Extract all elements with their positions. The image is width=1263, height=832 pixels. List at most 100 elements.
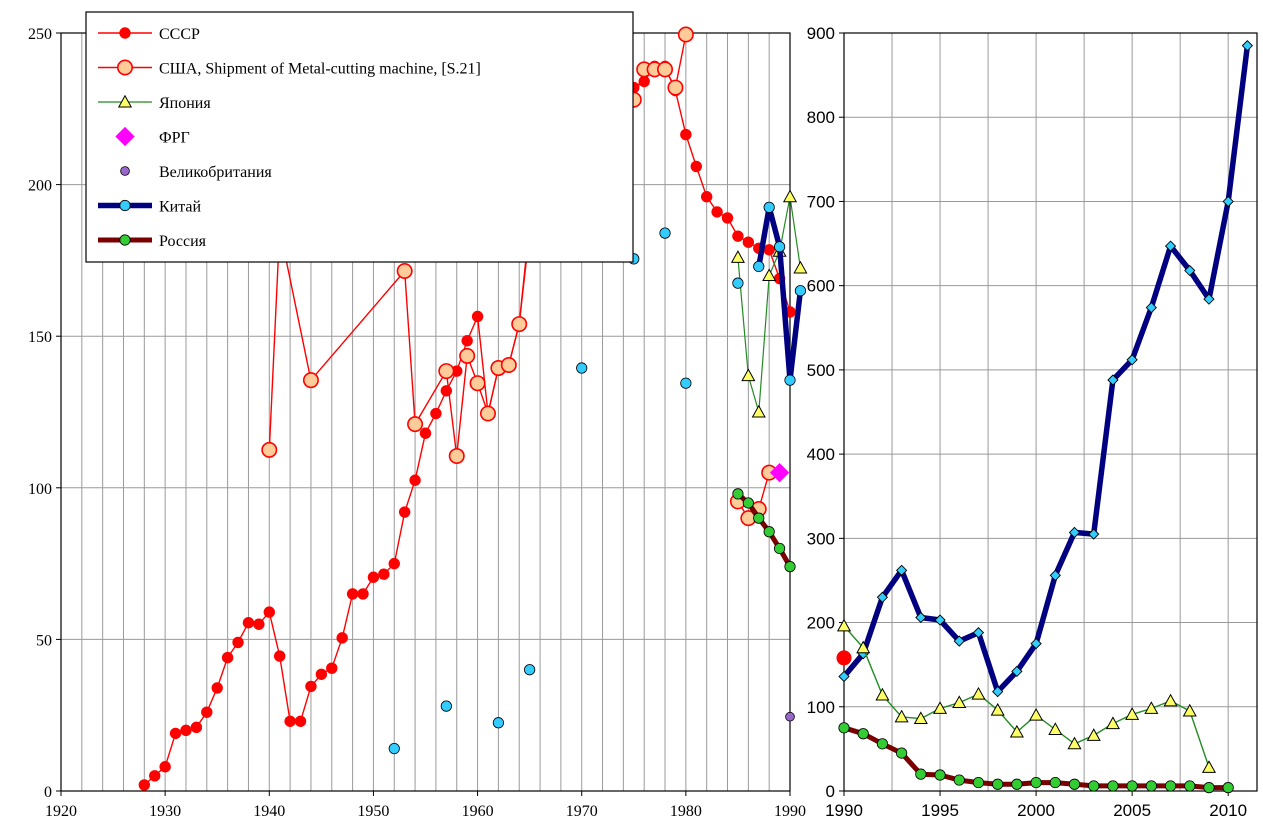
data-point bbox=[953, 774, 965, 786]
data-point bbox=[1030, 637, 1042, 650]
data-point bbox=[700, 191, 713, 203]
data-point bbox=[471, 310, 484, 323]
data-point bbox=[1145, 301, 1157, 314]
data-point bbox=[762, 268, 777, 282]
data-point bbox=[576, 362, 588, 374]
ticks: 0 50 100 150 200 250 1920 1930 1940 1950 1960 1970 1… bbox=[28, 26, 806, 820]
legend-item: Китай bbox=[98, 199, 202, 216]
data-point bbox=[990, 702, 1005, 716]
data-point bbox=[763, 201, 775, 213]
data-point bbox=[315, 668, 328, 680]
series-left-4 bbox=[785, 711, 795, 722]
legend-item: Великобритания bbox=[120, 164, 272, 181]
tick-label-y: 200 bbox=[807, 614, 835, 633]
data-point bbox=[1049, 569, 1061, 582]
data-point bbox=[913, 711, 928, 725]
data-point bbox=[1222, 782, 1234, 794]
data-point bbox=[221, 651, 234, 664]
tick-label-y: 100 bbox=[28, 481, 52, 498]
data-point bbox=[876, 738, 889, 750]
legend-label: Китай bbox=[159, 199, 202, 216]
data-point bbox=[769, 463, 790, 483]
data-point bbox=[659, 227, 671, 239]
data-point bbox=[232, 636, 244, 649]
data-point bbox=[741, 368, 756, 382]
data-point bbox=[794, 285, 807, 297]
legend-label: Япония bbox=[159, 95, 211, 112]
data-point bbox=[784, 374, 796, 386]
data-point bbox=[326, 662, 338, 674]
data-point bbox=[1107, 374, 1119, 386]
data-point bbox=[1086, 728, 1101, 741]
data-point bbox=[773, 542, 786, 555]
legend-marker bbox=[117, 59, 134, 76]
tick-label-y: 400 bbox=[807, 445, 835, 464]
series-left-6 bbox=[732, 488, 796, 573]
data-point bbox=[876, 591, 889, 603]
data-point bbox=[294, 715, 307, 727]
legend-marker bbox=[119, 27, 131, 39]
series-right-0 bbox=[838, 39, 1254, 698]
data-point bbox=[438, 363, 455, 380]
legend: СССР США, Shipment of Metal-cutting machi… bbox=[85, 11, 634, 263]
tick-label-y: 300 bbox=[807, 529, 835, 548]
legend-item: СССР bbox=[98, 26, 200, 43]
data-point bbox=[782, 189, 798, 203]
data-point bbox=[1107, 780, 1119, 792]
data-point bbox=[1030, 776, 1042, 789]
legend-label: Великобритания bbox=[159, 164, 272, 181]
legend-marker bbox=[117, 94, 133, 108]
data-point bbox=[448, 447, 465, 464]
data-point bbox=[732, 277, 744, 289]
data-point bbox=[407, 416, 424, 433]
data-point bbox=[398, 506, 411, 518]
tick-label-y: 250 bbox=[28, 26, 52, 43]
data-point bbox=[742, 497, 754, 509]
tick-label-x: 1940 bbox=[253, 803, 285, 820]
tick-label-y: 200 bbox=[28, 178, 52, 195]
tick-label-y: 0 bbox=[44, 784, 52, 801]
data-point bbox=[793, 260, 808, 274]
data-point bbox=[440, 700, 452, 712]
data-point bbox=[972, 776, 985, 789]
tick-label-x: 1995 bbox=[921, 801, 959, 820]
data-point bbox=[836, 618, 852, 632]
tick-label-x: 1990 bbox=[825, 801, 863, 820]
data-point bbox=[1126, 780, 1138, 792]
data-point bbox=[972, 627, 985, 639]
tick-label-x: 2005 bbox=[1113, 801, 1151, 820]
legend-marker bbox=[120, 166, 130, 176]
data-point bbox=[934, 769, 946, 781]
data-point bbox=[971, 686, 986, 700]
data-point bbox=[1011, 778, 1023, 790]
data-point bbox=[1126, 354, 1138, 366]
tick-label-y: 800 bbox=[807, 108, 835, 127]
tick-label-y: 600 bbox=[807, 277, 835, 296]
legend-label: Россия bbox=[159, 233, 207, 250]
data-point bbox=[1068, 778, 1081, 790]
data-point bbox=[253, 618, 265, 630]
series-line bbox=[756, 204, 804, 383]
data-point bbox=[711, 206, 723, 218]
data-point bbox=[1184, 780, 1196, 792]
data-point bbox=[896, 747, 908, 759]
data-point bbox=[367, 571, 380, 583]
data-point bbox=[419, 427, 432, 439]
data-point bbox=[201, 706, 213, 718]
data-point bbox=[838, 670, 850, 683]
data-point bbox=[785, 711, 795, 722]
data-point bbox=[732, 488, 744, 500]
tick-label-y: 500 bbox=[807, 361, 835, 380]
data-point bbox=[1067, 736, 1082, 750]
data-point bbox=[169, 727, 182, 740]
data-point bbox=[1105, 716, 1120, 730]
series-left-2 bbox=[730, 189, 808, 418]
tick-label-x: 1960 bbox=[462, 803, 494, 820]
data-point bbox=[492, 717, 504, 729]
data-point bbox=[138, 779, 151, 791]
data-point bbox=[953, 635, 965, 647]
tick-label-x: 1920 bbox=[45, 803, 77, 820]
series-right-1 bbox=[836, 618, 1217, 773]
data-point bbox=[1182, 703, 1197, 717]
